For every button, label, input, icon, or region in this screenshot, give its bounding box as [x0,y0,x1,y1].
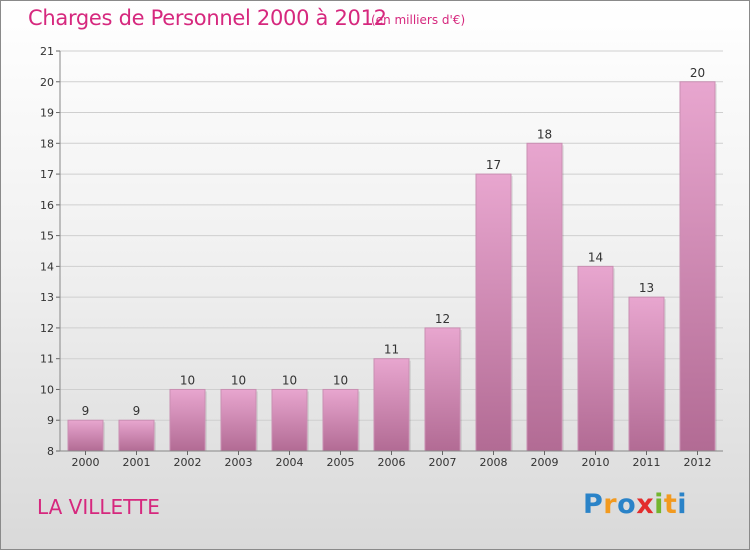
bar-value-label: 10 [231,373,246,387]
y-tick-label: 10 [40,383,54,396]
bar [322,388,359,452]
bar [118,419,155,452]
bar [679,81,716,452]
y-tick-label: 13 [40,291,54,304]
y-tick-label: 9 [47,414,54,427]
chart-title: Charges de Personnel 2000 à 2012 [28,6,387,30]
bar-value-label: 10 [282,373,297,387]
bar [271,388,308,452]
bar [220,388,257,452]
bar-value-label: 9 [133,404,141,418]
bar [475,173,512,452]
chart-subtitle: (en milliers d'€) [371,13,466,27]
x-tick-label: 2008 [480,456,508,469]
logo-letter: i [654,489,664,520]
y-tick-label: 11 [40,353,54,366]
x-tick-label: 2011 [633,456,661,469]
bar-value-label: 11 [384,343,399,357]
y-tick-label: 8 [47,445,54,458]
bar [577,265,614,452]
bar-value-label: 10 [180,373,195,387]
bar-value-label: 18 [537,127,552,141]
bar-value-label: 20 [690,66,705,80]
x-tick-label: 2001 [123,456,151,469]
x-tick-label: 2009 [531,456,559,469]
y-tick-label: 21 [40,45,54,58]
bar [628,296,665,452]
y-tick-label: 19 [40,107,54,120]
x-tick-label: 2000 [72,456,100,469]
bar-value-label: 13 [639,281,654,295]
logo-letter: x [636,489,655,520]
logo-letter: t [663,489,678,520]
logo-letter: r [603,489,618,520]
bar [67,419,104,452]
x-tick-label: 2005 [327,456,355,469]
x-tick-label: 2002 [174,456,202,469]
y-tick-label: 17 [40,168,54,181]
proxiti-logo[interactable]: Proxiti [583,489,687,520]
x-tick-label: 2004 [276,456,304,469]
bar [424,327,461,452]
bar [169,388,206,452]
x-tick-label: 2010 [582,456,610,469]
y-tick-label: 18 [40,137,54,150]
y-tick-label: 14 [40,260,54,273]
y-tick-label: 15 [40,230,54,243]
logo-letter: P [583,489,604,520]
bar [526,142,563,452]
bar-value-label: 17 [486,158,501,172]
y-tick-label: 20 [40,76,54,89]
x-tick-label: 2007 [429,456,457,469]
bar-value-label: 10 [333,373,348,387]
logo-letter: o [617,489,637,520]
logo-letter: i [677,489,688,520]
y-tick-label: 16 [40,199,54,212]
bar-value-label: 9 [82,404,90,418]
y-tick-label: 12 [40,322,54,335]
x-tick-label: 2006 [378,456,406,469]
town-name: LA VILLETTE [37,495,160,519]
x-tick-label: 2012 [684,456,712,469]
bar-value-label: 14 [588,250,603,264]
x-tick-label: 2003 [225,456,253,469]
bar-value-label: 12 [435,312,450,326]
bar [373,358,410,452]
